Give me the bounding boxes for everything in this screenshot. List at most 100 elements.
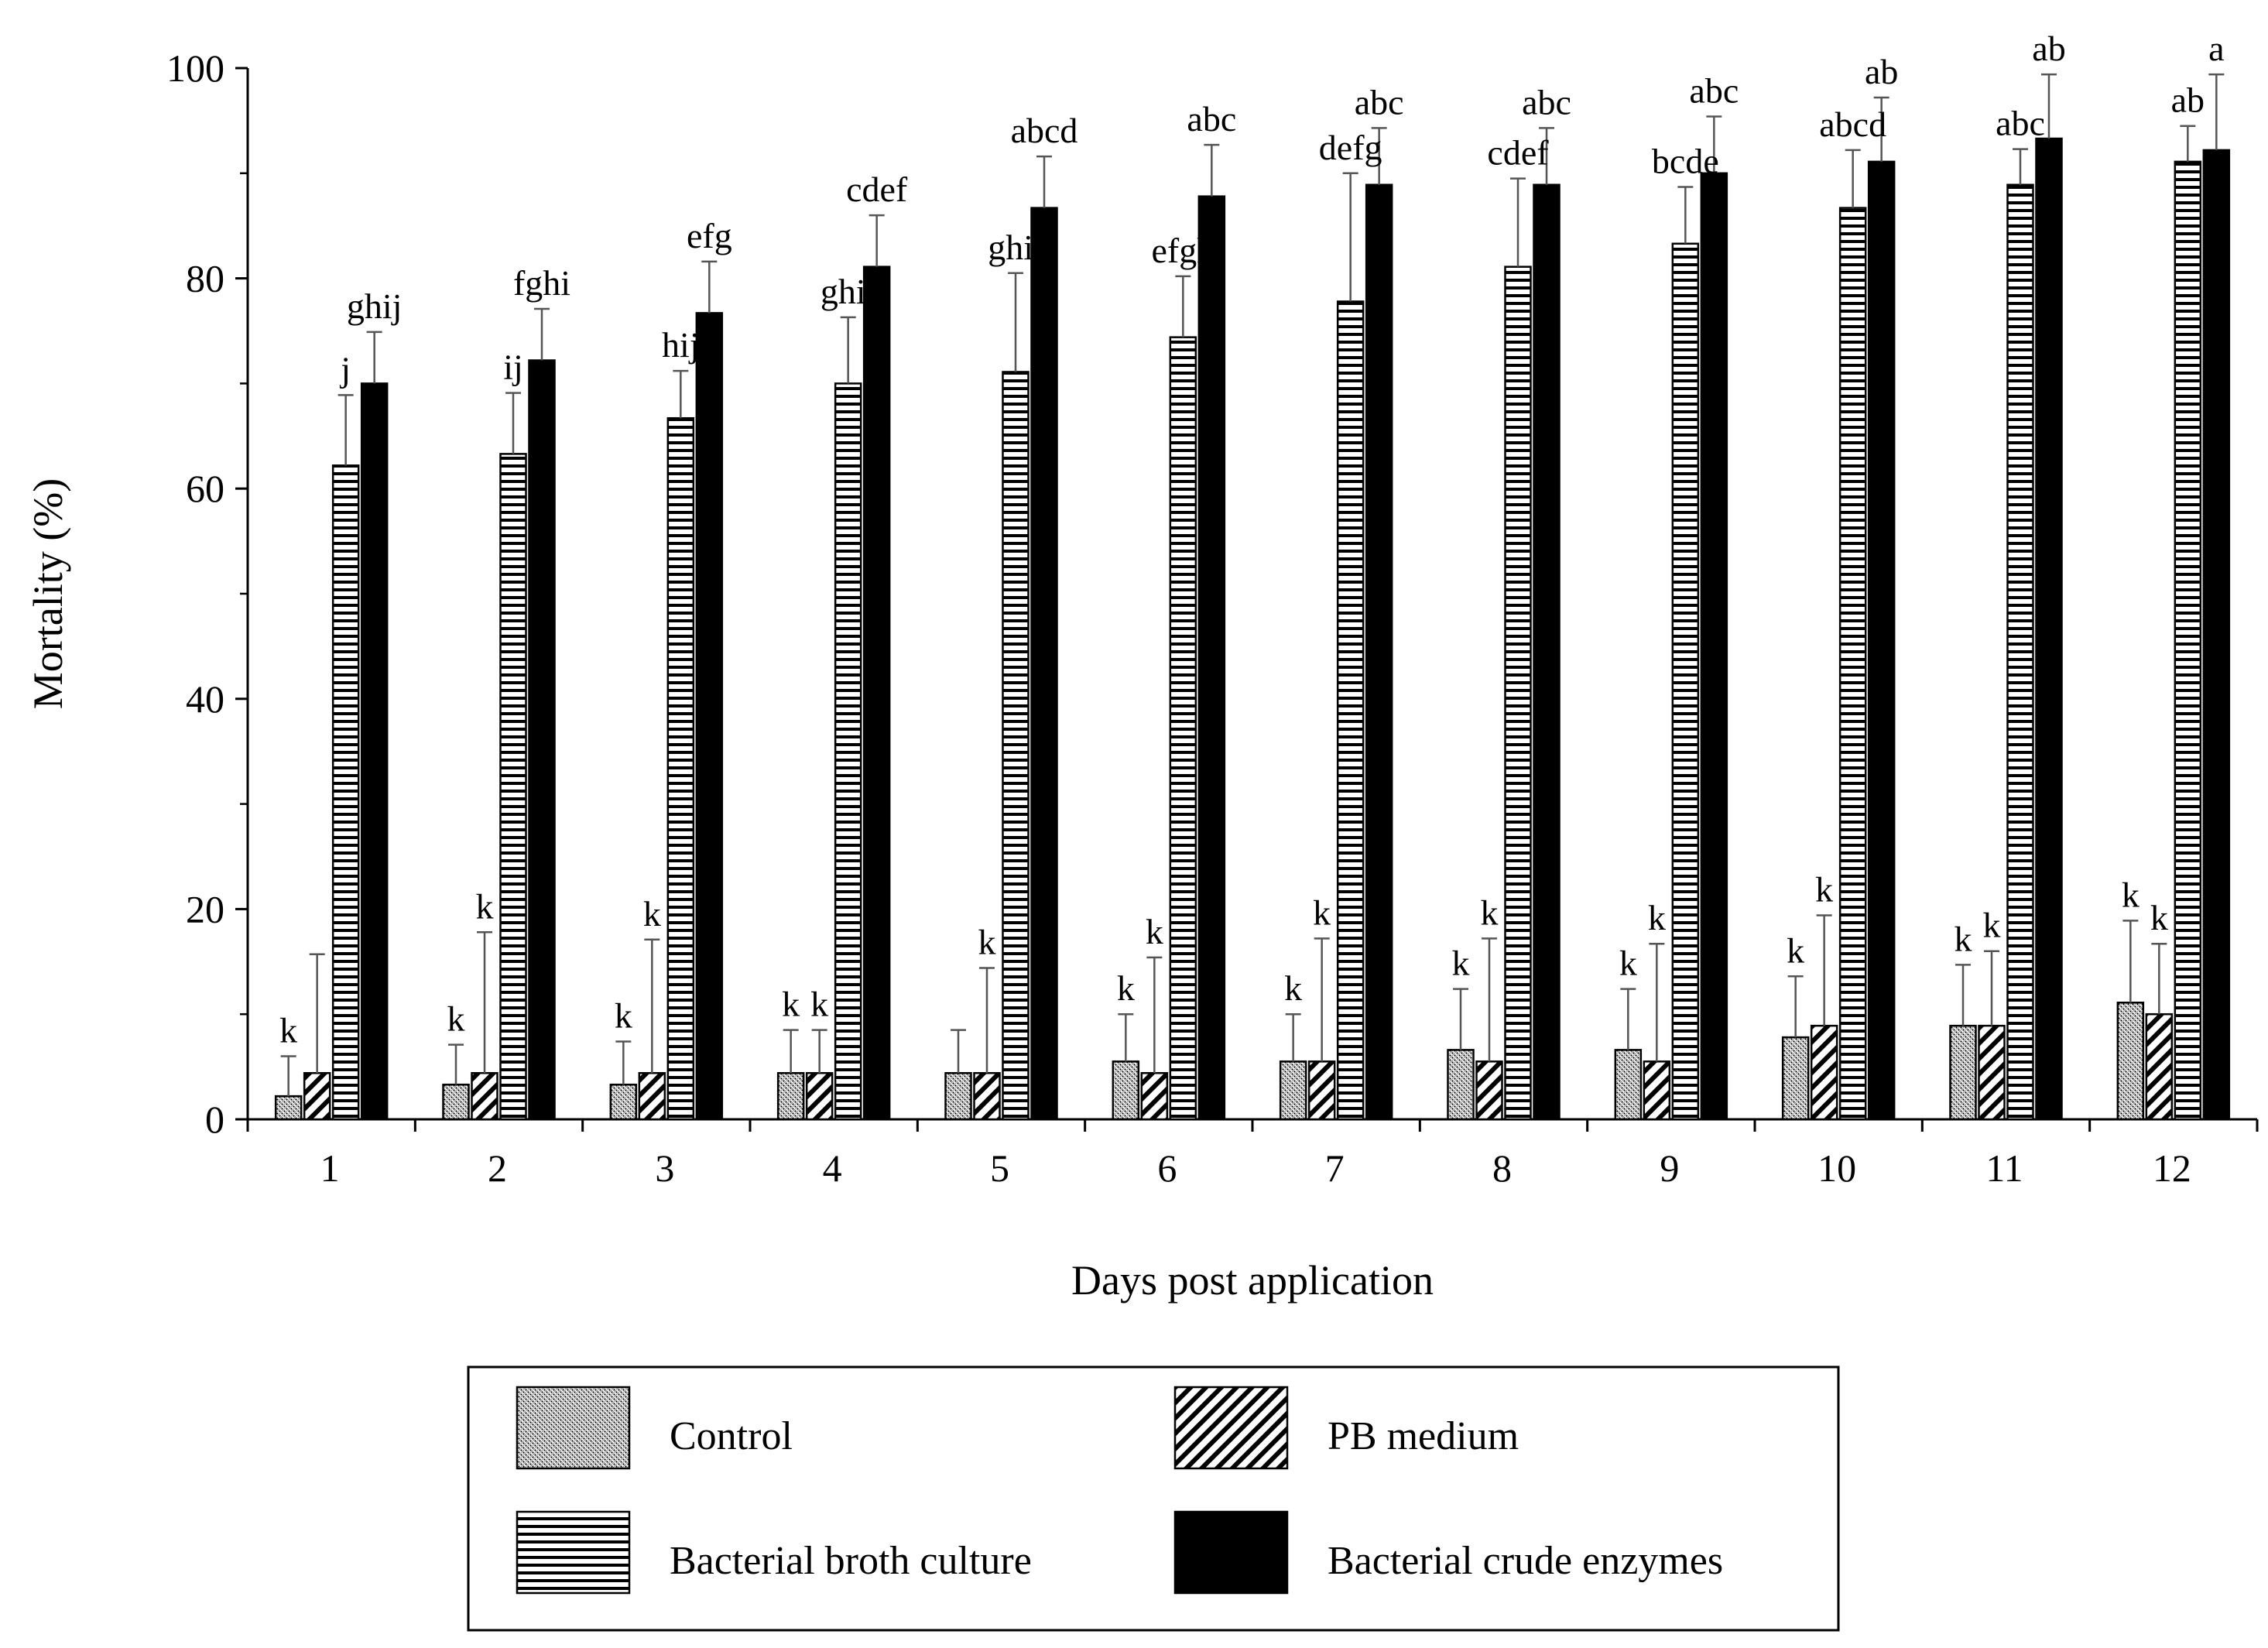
significance-label: hij (662, 325, 700, 365)
significance-label: abcd (1011, 111, 1078, 150)
significance-label: k (978, 922, 996, 961)
bar-control (2116, 1002, 2145, 1121)
x-tick-label: 5 (990, 1146, 1009, 1190)
bar-control (609, 1083, 638, 1121)
bar-control (944, 1071, 972, 1121)
bar-pb-medium (1475, 1060, 1503, 1121)
y-tick-label: 80 (186, 257, 224, 300)
bar-bacterial-crude-enzymes (1533, 183, 1561, 1121)
significance-label: abc (1355, 82, 1404, 122)
bar-bacterial-broth-culture (2006, 183, 2034, 1121)
bar-pb-medium (1140, 1071, 1169, 1121)
x-tick-label: 8 (1492, 1146, 1512, 1190)
x-axis-ticks: 1 2 3 4 5 6 7 8 9 10 11 12 (246, 1119, 2259, 1190)
significance-label: efgh (1151, 231, 1215, 270)
x-tick-label: 11 (1985, 1146, 2023, 1190)
bar-control (1781, 1036, 1810, 1121)
bar-pb-medium (2145, 1012, 2174, 1121)
bar-bacterial-crude-enzymes (1700, 172, 1728, 1121)
series-pb-medium (303, 1012, 2174, 1121)
legend-label: PB medium (1328, 1414, 1519, 1458)
bar-bacterial-crude-enzymes (1197, 195, 1226, 1121)
bar-bacterial-broth-culture (834, 382, 862, 1121)
significance-label: k (447, 999, 465, 1039)
y-tick-label: 60 (186, 467, 224, 510)
legend-swatch-control (516, 1386, 631, 1470)
bar-bacterial-crude-enzymes (360, 382, 389, 1121)
legend-label: Bacterial crude enzymes (1328, 1539, 1723, 1583)
bar-bacterial-crude-enzymes (1030, 207, 1058, 1121)
significance-label: ghij (347, 286, 403, 326)
significance-label: abc (1522, 82, 1571, 122)
bar-pb-medium (973, 1071, 1001, 1121)
bar-bacterial-broth-culture (331, 464, 360, 1121)
significance-label: k (1983, 906, 2001, 945)
significance-label: k (782, 985, 800, 1024)
bar-pb-medium (471, 1071, 498, 1121)
significance-label: ghij (821, 272, 876, 311)
x-axis-label: Days post application (1071, 1257, 1434, 1304)
bar-bacterial-broth-culture (1838, 207, 1867, 1121)
y-axis-label: Mortality (%) (25, 478, 71, 709)
bar-bacterial-broth-culture (1671, 242, 1700, 1121)
bar-bacterial-crude-enzymes (862, 266, 891, 1121)
significance-label: abc (1996, 104, 2045, 143)
significance-label: k (1452, 944, 1470, 983)
significance-label: k (2122, 875, 2140, 914)
x-tick-label: 6 (1157, 1146, 1177, 1190)
significance-label: k (1787, 930, 1804, 970)
bar-bacterial-broth-culture (666, 416, 695, 1121)
bar-control (274, 1095, 303, 1121)
significance-label: k (1284, 968, 1302, 1008)
legend-swatch-bacterial-crude-enzymes (1173, 1510, 1289, 1595)
bar-pb-medium (1810, 1024, 1838, 1121)
bar-bacterial-crude-enzymes (2035, 137, 2063, 1121)
series-bacterial-broth-culture (331, 160, 2202, 1121)
significance-label: ab (1865, 52, 1898, 91)
bar-pb-medium (303, 1071, 331, 1121)
x-tick-label: 3 (655, 1146, 674, 1190)
y-tick-label: 0 (205, 1098, 224, 1141)
bar-pb-medium (1307, 1060, 1336, 1121)
significance-label: ghij (988, 228, 1043, 267)
significance-label: k (476, 886, 494, 926)
legend-label: Bacterial broth culture (670, 1539, 1032, 1583)
significance-label: efg (687, 216, 732, 255)
bar-control (1949, 1024, 1977, 1121)
significance-label: fghi (513, 263, 570, 303)
x-tick-label: 4 (823, 1146, 842, 1190)
significance-label: k (1481, 893, 1499, 932)
significance-label: k (1146, 912, 1163, 951)
bar-pb-medium (638, 1071, 666, 1121)
significance-label: k (1955, 919, 1972, 958)
bar-bacterial-crude-enzymes (1867, 160, 1896, 1121)
significance-label: ab (2171, 81, 2205, 120)
bar-pb-medium (805, 1071, 834, 1121)
significance-label: k (279, 1011, 297, 1050)
significance-label: defg (1319, 128, 1382, 167)
significance-label: k (615, 996, 632, 1036)
bar-bacterial-broth-culture (1504, 266, 1532, 1121)
bar-bacterial-broth-culture (1336, 300, 1365, 1121)
bar-control (1447, 1049, 1475, 1121)
significance-label: cdef (1487, 133, 1549, 173)
x-tick-label: 2 (488, 1146, 507, 1190)
y-axis-ticks: 0 20 40 60 80 100 (166, 46, 248, 1141)
significance-label: a (2208, 29, 2224, 68)
bar-bacterial-crude-enzymes (2202, 149, 2231, 1121)
bar-bacterial-broth-culture (2174, 160, 2202, 1121)
y-tick-label: 100 (166, 46, 224, 90)
significance-label: k (810, 985, 828, 1024)
y-tick-label: 40 (186, 677, 224, 721)
bar-pb-medium (1978, 1024, 2006, 1121)
significance-label: k (2150, 898, 2168, 937)
bar-bacterial-broth-culture (1169, 336, 1197, 1121)
significance-label: k (1619, 944, 1637, 983)
legend-label: Control (670, 1414, 793, 1458)
bar-bacterial-broth-culture (1002, 371, 1030, 1121)
significance-label: cdef (846, 170, 908, 209)
x-tick-label: 12 (2153, 1146, 2191, 1190)
significance-label: ij (503, 348, 523, 387)
